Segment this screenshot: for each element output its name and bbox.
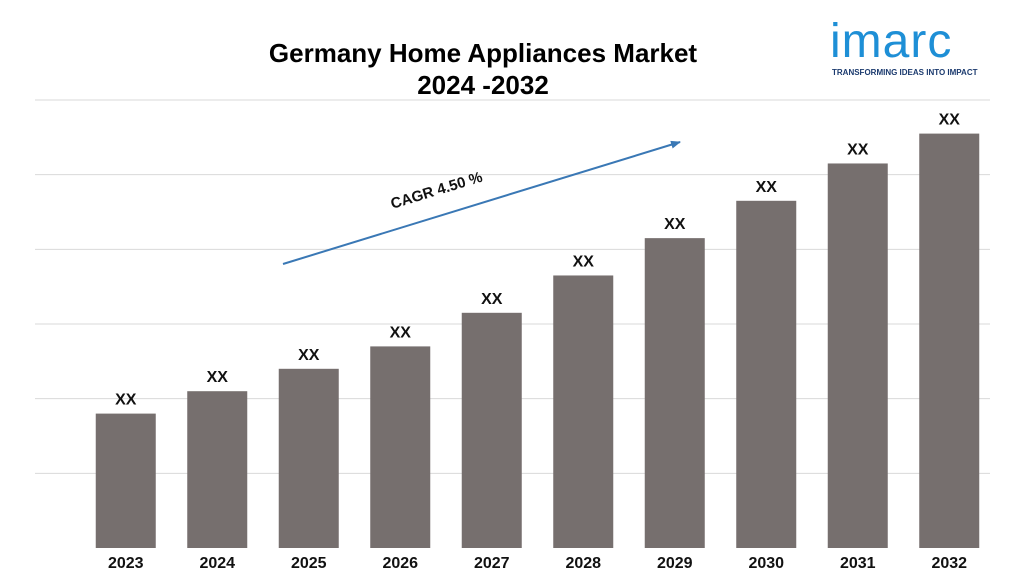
imarc-logo: imarc TRANSFORMING IDEAS INTO IMPACT [830,12,990,82]
bar-2029 [644,238,705,548]
data-label-2030: XX [756,179,778,196]
chart-title-line-1: Germany Home Appliances Market [269,38,698,68]
data-label-2024: XX [207,369,229,386]
bars [95,133,980,549]
chart-title-line-2: 2024 -2032 [417,70,549,100]
bar-2028 [553,275,614,548]
x-tick-label-2029: 2029 [657,555,693,572]
x-tick-label-2026: 2026 [382,555,418,572]
x-tick-label-2028: 2028 [565,555,601,572]
cagr-arrow [282,140,681,265]
x-tick-label-2023: 2023 [108,555,144,572]
bar-2032 [919,133,980,548]
x-axis-ticks: 2023 2024 2025 2026 2027 2028 2029 2030 2031 2032 [108,555,967,572]
data-label-2028: XX [573,253,595,270]
x-tick-label-2031: 2031 [840,555,876,572]
bar-2030 [736,200,797,549]
bar-2026 [370,346,431,548]
data-label-2029: XX [664,216,686,233]
x-tick-label-2030: 2030 [748,555,784,572]
logo-wordmark: imarc [830,15,953,68]
data-label-2026: XX [390,324,412,341]
x-tick-label-2027: 2027 [474,555,510,572]
data-labels: XX XX XX XX XX XX XX XX XX XX [115,112,960,409]
bar-2023 [95,413,156,548]
bar-2031 [827,163,888,548]
data-label-2031: XX [847,141,869,158]
x-tick-label-2024: 2024 [199,555,235,572]
bar-2027 [461,312,522,548]
data-label-2023: XX [115,392,137,409]
data-label-2027: XX [481,291,503,308]
data-label-2025: XX [298,347,320,364]
x-tick-label-2025: 2025 [291,555,327,572]
bar-2024 [187,391,248,548]
logo-tagline: TRANSFORMING IDEAS INTO IMPACT [832,68,978,77]
x-tick-label-2032: 2032 [931,555,967,572]
data-label-2032: XX [939,112,961,129]
bar-2025 [278,368,339,548]
